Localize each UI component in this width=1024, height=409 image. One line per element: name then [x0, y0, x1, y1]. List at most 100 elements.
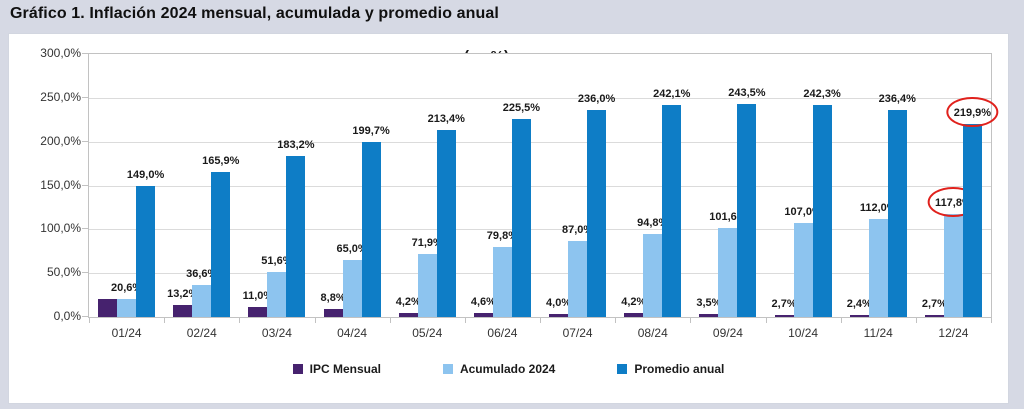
gridline	[89, 273, 991, 275]
y-tick-label: 300,0%	[40, 46, 81, 60]
x-axis-tick	[540, 318, 541, 323]
bar	[774, 314, 794, 317]
x-tick-label: 06/24	[487, 326, 518, 340]
bar-group: 2,4% 112,0% 236,4%	[841, 54, 916, 317]
legend-label: Promedio anual	[634, 362, 725, 376]
x-tick-label: 08/24	[637, 326, 668, 340]
x-axis-tick	[315, 318, 316, 323]
y-tick-label: 200,0%	[40, 133, 81, 148]
y-axis-tick	[82, 184, 88, 186]
bar	[192, 284, 212, 317]
bar	[549, 313, 569, 317]
bar-group: 3,5% 101,6% 243,5%	[690, 54, 766, 317]
bar-cluster: 20,6% 149,0%	[98, 54, 164, 317]
bar-cluster: 8,8% 65,0% 199,7%	[320, 54, 390, 317]
bar	[868, 218, 888, 317]
value-label: 242,3%	[803, 87, 841, 100]
x-tick-label: 10/24	[788, 326, 819, 340]
bar-cluster: 4,2% 71,9% 213,4%	[396, 54, 465, 317]
gridline	[89, 141, 991, 143]
value-label: 20,6%	[110, 281, 143, 294]
bar	[211, 171, 231, 317]
y-tick-label: 0,0%	[53, 309, 81, 323]
bar-group: 13,2% 36,6% 165,9%	[164, 54, 239, 317]
bar-group: 8,8% 65,0% 199,7%	[315, 54, 390, 317]
x-tick-label: 07/24	[562, 326, 593, 340]
value-label: 79,8%	[486, 230, 519, 243]
x-tick-label: 02/24	[186, 326, 217, 340]
y-axis-tick	[82, 140, 88, 142]
bar-group: 2,7% 107,0% 242,3%	[766, 54, 841, 317]
bar	[323, 309, 343, 317]
bar-cluster: 3,5% 101,6% 243,5%	[696, 54, 766, 317]
bar-cluster: 4,0% 87,0% 236,0%	[546, 54, 615, 317]
x-axis-tick	[991, 318, 992, 323]
y-tick-label: 100,0%	[40, 221, 81, 236]
legend-swatch	[617, 364, 628, 374]
value-label: 101,6%	[709, 210, 747, 223]
x-axis-tick	[916, 318, 917, 323]
bar	[849, 314, 869, 317]
legend-swatch	[292, 364, 303, 374]
value-label: 4,0%	[546, 296, 572, 309]
value-label: 183,2%	[277, 139, 315, 152]
x-axis-tick	[841, 318, 842, 323]
x-tick-label: 04/24	[337, 326, 368, 340]
bar-cluster: 11,0% 51,6% 183,2%	[243, 54, 315, 317]
bar	[173, 305, 193, 317]
bar	[436, 129, 456, 317]
legend-item: Acumulado 2024	[442, 362, 555, 376]
value-label: 3,5%	[696, 296, 722, 309]
bar	[117, 298, 137, 317]
bar	[398, 313, 418, 317]
bar-cluster: 2,7% 107,0% 242,3%	[771, 54, 841, 317]
bar-cluster: 2,4% 112,0% 236,4%	[846, 54, 916, 317]
y-tick-label: 250,0%	[40, 89, 81, 104]
bar	[417, 254, 437, 317]
bar-cluster: 4,2% 94,8% 242,1%	[621, 54, 690, 317]
bar-cluster: 2,7% 117,8% 219,9%	[922, 54, 999, 317]
bar	[624, 313, 644, 317]
value-label: 165,9%	[202, 154, 240, 167]
legend-item: IPC Mensual	[292, 362, 381, 376]
bar-group: 4,0% 87,0% 236,0%	[540, 54, 615, 317]
bar	[587, 110, 607, 317]
bar	[492, 247, 512, 317]
value-label: 149,0%	[126, 169, 165, 182]
y-tick-label: 150,0%	[40, 177, 81, 192]
bar	[511, 119, 531, 317]
value-label: 8,8%	[320, 292, 346, 305]
value-label: 236,4%	[878, 92, 916, 105]
legend-swatch	[442, 364, 453, 374]
x-tick-label: 11/24	[863, 326, 893, 340]
value-label: 2,7%	[771, 297, 797, 310]
value-label: 65,0%	[336, 243, 368, 256]
bar-group: 4,2% 71,9% 213,4%	[390, 54, 465, 317]
chart-legend: IPC Mensual Acumulado 2024 Promedio anual	[9, 362, 1008, 376]
bar	[812, 104, 832, 317]
x-axis-tick	[465, 318, 466, 323]
value-label: 107,0%	[784, 206, 822, 219]
bar-group: 4,2% 94,8% 242,1%	[615, 54, 690, 317]
bar	[342, 260, 362, 317]
plot-area: 20,6% 149,0% 13,2% 36,6% 165,9% 11,0% 51,6% 183…	[88, 53, 999, 318]
x-tick-label: 09/24	[712, 326, 743, 340]
bar	[643, 233, 663, 317]
bar-cluster: 13,2% 36,6% 165,9%	[167, 54, 239, 317]
value-label: 225,5%	[502, 102, 541, 115]
y-axis-tick	[82, 272, 88, 274]
value-label: 13,2%	[167, 288, 199, 301]
bar	[361, 141, 381, 317]
bar	[718, 227, 738, 317]
bar	[793, 223, 813, 317]
bar	[924, 314, 944, 317]
bar	[943, 213, 963, 317]
bar-cluster: 4,6% 79,8% 225,5%	[471, 54, 540, 317]
value-label: 2,4%	[846, 297, 872, 310]
y-axis-tick	[82, 53, 88, 54]
value-label: 51,6%	[261, 254, 293, 267]
value-label: 243,5%	[728, 86, 766, 99]
x-axis-tick	[164, 318, 165, 323]
bar	[737, 103, 757, 317]
gridline	[89, 229, 991, 231]
